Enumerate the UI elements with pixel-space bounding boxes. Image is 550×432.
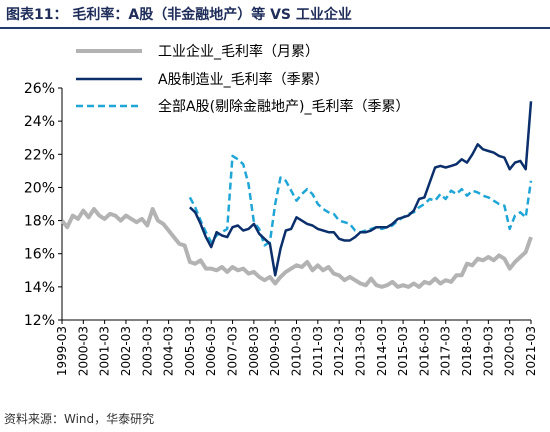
x-tick-label: 2006-03 bbox=[204, 326, 218, 376]
legend-label-3: 全部A股(剔除金融地产)_毛利率（季累） bbox=[158, 98, 410, 115]
x-tick-label: 2001-03 bbox=[98, 326, 112, 376]
x-tick-label: 2011-03 bbox=[311, 326, 325, 376]
y-tick-label: 26% bbox=[24, 81, 55, 97]
y-tick-label: 16% bbox=[24, 247, 55, 263]
source-note: 资料来源：Wind，华泰研究 bbox=[4, 412, 155, 426]
series-line-1 bbox=[60, 207, 533, 289]
y-tick-label: 12% bbox=[24, 313, 55, 329]
x-tick-label: 2003-03 bbox=[140, 326, 154, 376]
axes: 12% 14% 16% 18% 20% 22% 24% 26% 1999-03 2000-03 20… bbox=[24, 81, 538, 376]
x-tick-label: 2015-03 bbox=[396, 326, 410, 376]
x-tick-label: 2018-03 bbox=[460, 326, 474, 376]
x-tick-label: 2002-03 bbox=[119, 326, 133, 376]
x-tick-label: 2010-03 bbox=[290, 326, 304, 376]
x-tick-label: 2012-03 bbox=[332, 326, 346, 376]
y-tick-label: 20% bbox=[24, 180, 55, 196]
series-line-2 bbox=[189, 101, 533, 277]
x-tick-label: 2014-03 bbox=[375, 326, 389, 376]
x-tick-label: 2017-03 bbox=[439, 326, 453, 376]
x-tick-label: 2007-03 bbox=[226, 326, 240, 376]
x-tick-label: 2013-03 bbox=[353, 326, 367, 376]
x-tick-label: 2020-03 bbox=[503, 326, 517, 376]
legend: 工业企业_毛利率（月累） A股制造业_毛利率（季累） 全部A股(剔除金融地产)_毛利… bbox=[76, 43, 410, 115]
x-tick-label: 2021-03 bbox=[524, 326, 538, 376]
title-rule bbox=[0, 27, 550, 29]
x-tick-label: 2005-03 bbox=[183, 326, 197, 376]
series-layer bbox=[60, 101, 533, 289]
y-tick-label: 18% bbox=[24, 214, 55, 230]
x-tick-label: 2000-03 bbox=[76, 326, 90, 376]
x-tick-label: 2004-03 bbox=[162, 326, 176, 376]
y-tick-label: 24% bbox=[24, 114, 55, 130]
figure-title: 图表11： 毛利率：A股（非金融地产）等 VS 工业企业 bbox=[6, 7, 352, 23]
x-tick-label: 2009-03 bbox=[268, 326, 282, 376]
legend-label-2: A股制造业_毛利率（季累） bbox=[158, 71, 329, 88]
x-tick-label: 1999-03 bbox=[55, 326, 69, 376]
x-tick-label: 2019-03 bbox=[481, 326, 495, 376]
y-tick-label: 14% bbox=[24, 280, 55, 296]
legend-label-1: 工业企业_毛利率（月累） bbox=[158, 43, 319, 60]
x-tick-label: 2008-03 bbox=[247, 326, 261, 376]
x-tick-label: 2016-03 bbox=[417, 326, 431, 376]
y-tick-label: 22% bbox=[24, 147, 55, 163]
